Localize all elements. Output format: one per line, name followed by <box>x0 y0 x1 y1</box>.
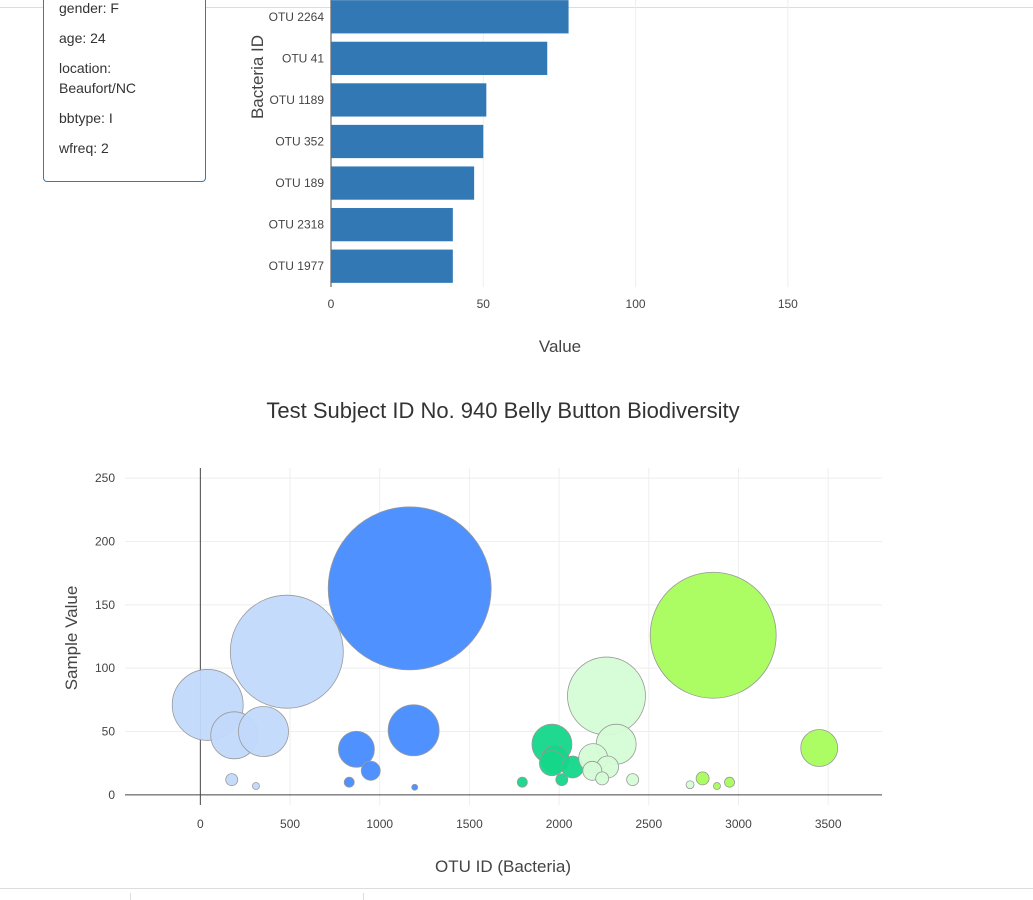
bubble <box>360 760 381 781</box>
bar-category-label: OTU 2264 <box>269 10 325 24</box>
bubble <box>327 506 492 671</box>
bar-x-tick-label: 100 <box>626 297 646 311</box>
meta-location-label: location: <box>59 60 112 76</box>
bar <box>331 83 487 117</box>
meta-wfreq: wfreq: 2 <box>59 140 109 156</box>
bubble <box>724 776 735 788</box>
bubble <box>695 771 710 786</box>
bubble <box>539 750 565 777</box>
bubble-x-tick-label: 3500 <box>815 817 842 831</box>
meta-age: age: 24 <box>59 30 106 46</box>
bubble <box>252 782 260 790</box>
bubble-y-tick-label: 100 <box>95 661 115 675</box>
bubble <box>387 704 440 757</box>
bubble <box>685 780 695 790</box>
top-otu-bar-chart: OTU 2264 OTU 41 OTU 1189 OTU 352 OTU 189 OTU … <box>248 0 799 356</box>
bubble <box>225 773 239 787</box>
meta-gender: gender: F <box>59 0 119 16</box>
bubble-y-tick-label: 250 <box>95 471 115 485</box>
bubble <box>713 782 721 790</box>
demographic-info-panel: gender: F age: 24 location: Beaufort/NC … <box>43 0 206 182</box>
bar <box>331 249 453 283</box>
bubble <box>595 771 610 786</box>
bubble-x-tick-label: 2500 <box>635 817 662 831</box>
bubble-chart-title: Test Subject ID No. 940 Belly Button Bio… <box>266 398 739 423</box>
bubble-y-axis-title: Sample Value <box>62 586 81 691</box>
bubble <box>567 656 646 736</box>
meta-location-value: Beaufort/NC <box>59 80 137 96</box>
bar-series <box>331 0 569 283</box>
bar <box>331 208 453 242</box>
bottom-divider <box>0 888 1033 889</box>
bar-category-label: OTU 2318 <box>269 218 325 232</box>
bar-category-label: OTU 41 <box>282 51 324 65</box>
bubble <box>516 776 528 788</box>
bar-category-label: OTU 1189 <box>270 93 325 107</box>
bubble-x-tick-label: 1500 <box>456 817 483 831</box>
meta-bbtype: bbtype: I <box>59 110 113 126</box>
bar-category-label: OTU 352 <box>275 135 324 149</box>
bar-category-label: OTU 1977 <box>269 259 325 273</box>
bar-x-tick-labels: 0 50 100 150 <box>328 297 799 311</box>
bar-x-tick-label: 0 <box>328 297 335 311</box>
bar-x-tick-label: 150 <box>778 297 798 311</box>
bubble-x-tick-label: 0 <box>197 817 204 831</box>
bubble-series <box>171 506 839 791</box>
bar-category-labels: OTU 2264 OTU 41 OTU 1189 OTU 352 OTU 189 OTU … <box>269 10 325 273</box>
bar <box>331 0 569 34</box>
bar-x-axis-title: Value <box>539 337 581 356</box>
bubble <box>411 783 419 791</box>
bubble <box>338 730 375 768</box>
bubble <box>800 729 839 767</box>
bubble <box>649 571 777 699</box>
bubble-y-tick-labels: 0 50 100 150 200 250 <box>95 471 115 802</box>
bubble-y-tick-label: 150 <box>95 598 115 612</box>
bubble-y-tick-label: 200 <box>95 534 115 548</box>
bar-category-label: OTU 189 <box>275 176 324 190</box>
bubble-x-tick-label: 2000 <box>546 817 573 831</box>
bubble-y-tick-label: 50 <box>102 725 116 739</box>
bubble <box>229 594 344 709</box>
bubble-x-tick-label: 500 <box>280 817 300 831</box>
bubble-x-tick-label: 3000 <box>725 817 752 831</box>
bar <box>331 41 548 75</box>
bar-y-axis-title: Bacteria ID <box>248 35 267 119</box>
bubble-x-axis-title: OTU ID (Bacteria) <box>435 857 571 876</box>
bottom-divider-tick <box>130 893 131 900</box>
bar <box>331 124 484 159</box>
bubble-x-tick-labels: 0 500 1000 1500 2000 2500 3000 3500 <box>197 817 842 831</box>
bubble <box>626 773 640 787</box>
bubble-y-tick-label: 0 <box>108 788 115 802</box>
bubble-x-tick-label: 1000 <box>366 817 393 831</box>
bubble <box>555 773 569 787</box>
bubble <box>343 776 355 788</box>
bottom-divider-tick <box>363 893 364 900</box>
bubble <box>238 706 289 757</box>
bar-x-tick-label: 50 <box>477 297 491 311</box>
bar <box>331 166 475 200</box>
